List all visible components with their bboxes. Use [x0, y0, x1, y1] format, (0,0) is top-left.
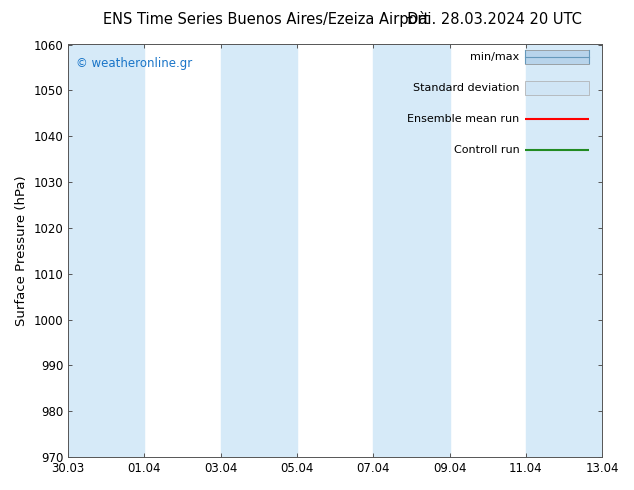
Y-axis label: Surface Pressure (hPa): Surface Pressure (hPa) — [15, 175, 28, 326]
Bar — [373, 45, 450, 457]
Bar — [525, 81, 589, 95]
Text: Controll run: Controll run — [454, 145, 519, 155]
Text: ENS Time Series Buenos Aires/Ezeiza Airport: ENS Time Series Buenos Aires/Ezeiza Airp… — [103, 12, 429, 27]
Bar — [68, 45, 145, 457]
Bar — [525, 49, 589, 64]
Text: Ensemble mean run: Ensemble mean run — [407, 114, 519, 124]
Text: © weatheronline.gr: © weatheronline.gr — [76, 57, 193, 70]
Bar — [526, 45, 602, 457]
Text: min/max: min/max — [470, 52, 519, 62]
Text: Đài. 28.03.2024 20 UTC: Đài. 28.03.2024 20 UTC — [407, 12, 582, 27]
Bar — [221, 45, 297, 457]
Text: Standard deviation: Standard deviation — [413, 83, 519, 93]
